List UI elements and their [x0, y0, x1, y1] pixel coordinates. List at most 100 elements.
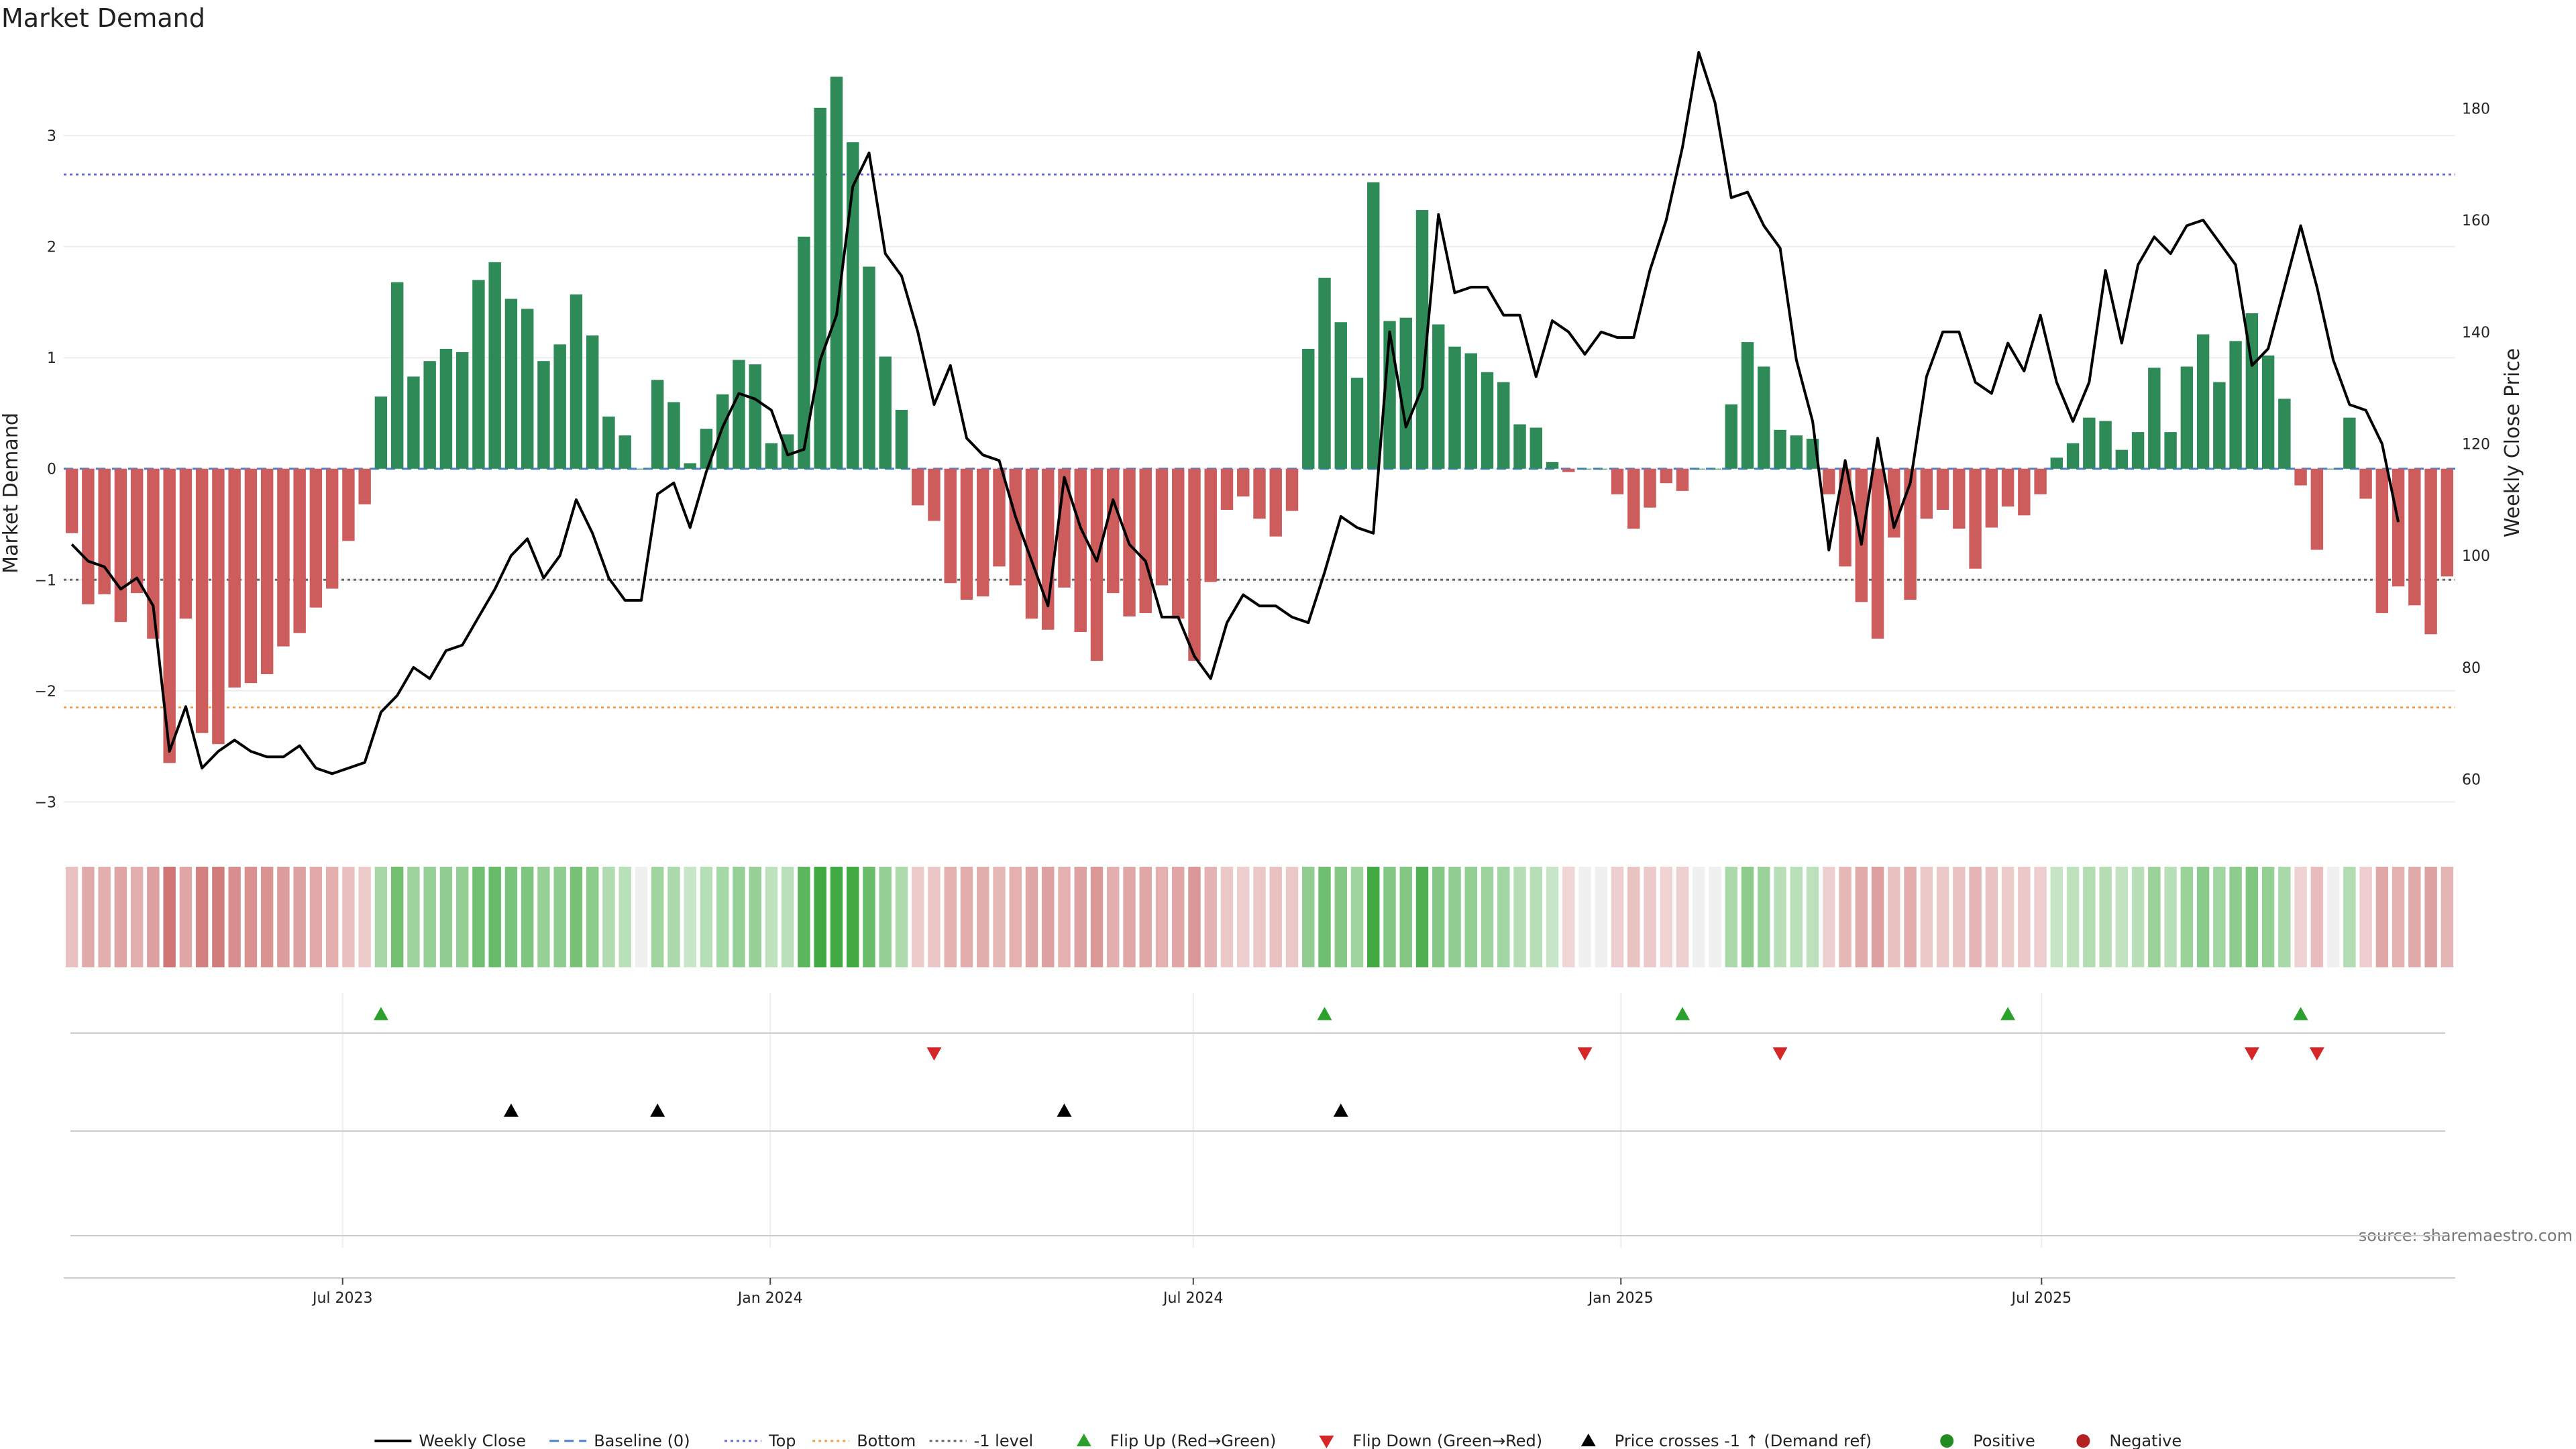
demand-bar	[1009, 468, 1022, 586]
demand-bar	[98, 468, 111, 594]
demand-bar	[374, 396, 388, 469]
demand-bar	[2050, 458, 2063, 469]
legend-swatch	[1580, 1434, 1596, 1446]
heat-cell	[1529, 867, 1542, 967]
heat-cell	[1448, 867, 1461, 967]
demand-bar	[1693, 468, 1705, 470]
heat-cell	[1855, 867, 1868, 967]
heat-cell	[358, 867, 371, 967]
heat-cell	[2066, 867, 2080, 967]
demand-bar	[993, 468, 1006, 567]
heat-cell	[1481, 867, 1494, 967]
legend-label: Positive	[1973, 1432, 2035, 1449]
heat-cell	[147, 867, 160, 967]
demand-bar	[635, 468, 648, 470]
chart-title: Market Demand	[1, 3, 205, 33]
y-right-tick-label: 160	[2462, 213, 2490, 229]
heat-cell	[960, 867, 973, 967]
heat-cell	[1627, 867, 1640, 967]
x-tick-label: Jul 2024	[1162, 1290, 1224, 1307]
flip-down-marker	[2309, 1047, 2324, 1061]
demand-bar	[407, 376, 420, 469]
demand-bar	[390, 282, 404, 469]
y-right-tick-label: 140	[2462, 325, 2490, 341]
demand-bar	[2261, 355, 2275, 469]
demand-bar	[2115, 449, 2129, 469]
demand-bar	[602, 416, 615, 469]
heat-cell	[537, 867, 550, 967]
y-axis-title-left: Market Demand	[0, 413, 23, 574]
heat-cell	[1334, 867, 1347, 967]
demand-bar	[1904, 468, 1917, 600]
heat-cell	[1513, 867, 1526, 967]
heat-cell	[1139, 867, 1152, 967]
heat-cell	[65, 867, 78, 967]
heat-cell	[1204, 867, 1217, 967]
demand-bar	[1936, 468, 1949, 510]
demand-bar	[863, 266, 875, 469]
heat-cell	[2083, 867, 2096, 967]
heat-cell	[1367, 867, 1380, 967]
demand-bar	[553, 344, 566, 469]
demand-bar	[82, 468, 95, 604]
demand-bar	[1660, 468, 1673, 484]
heat-cell	[390, 867, 404, 967]
demand-bar	[619, 435, 631, 469]
heat-cell	[1741, 867, 1754, 967]
demand-bar	[309, 468, 323, 608]
demand-bar	[2294, 468, 2307, 486]
demand-bar	[2180, 366, 2194, 469]
heat-cell	[1790, 867, 1803, 967]
demand-bar	[1595, 468, 1608, 470]
heat-cell	[733, 867, 745, 967]
demand-bar	[342, 468, 355, 541]
legend-swatch	[1940, 1434, 1954, 1448]
demand-bar	[1969, 468, 1982, 569]
heat-cell	[1058, 867, 1071, 967]
price-cross-marker	[1057, 1104, 1072, 1117]
heat-cell	[700, 867, 713, 967]
demand-bar	[2034, 468, 2047, 494]
demand-bar	[2408, 468, 2421, 606]
demand-bar	[684, 463, 696, 469]
heat-cell	[651, 867, 664, 967]
y-tick-label: 2	[47, 239, 56, 256]
demand-bar	[2375, 468, 2389, 613]
heat-cell	[895, 867, 908, 967]
legend-item: Positive	[1940, 1432, 2035, 1449]
heat-cell	[602, 867, 615, 967]
heat-cell	[130, 867, 144, 967]
weekly-close-line	[70, 51, 2400, 775]
heat-cell	[163, 867, 176, 967]
legend-item: Weekly Close	[374, 1432, 526, 1449]
heat-cell	[944, 867, 957, 967]
heat-cell	[2131, 867, 2145, 967]
legend-label: Flip Down (Green→Red)	[1352, 1432, 1542, 1449]
heat-cell	[2343, 867, 2356, 967]
legend-item: Top	[724, 1432, 796, 1449]
heat-cell	[1285, 867, 1299, 967]
heat-cell	[1709, 867, 1721, 967]
heat-cell	[2099, 867, 2112, 967]
demand-bar	[455, 352, 469, 469]
legend-item: Price crosses -1 ↑ (Demand ref)	[1580, 1432, 1872, 1449]
heat-cell	[2440, 867, 2454, 967]
heat-cell	[1253, 867, 1266, 967]
demand-bar	[2196, 334, 2210, 469]
heat-cell	[1774, 867, 1786, 967]
demand-bar	[2131, 432, 2145, 469]
demand-bar	[2424, 468, 2437, 635]
heat-cell	[716, 867, 729, 967]
demand-bar	[1367, 182, 1380, 469]
heat-cell	[2001, 867, 2015, 967]
demand-bar	[1644, 468, 1656, 508]
heat-cell	[749, 867, 761, 967]
legend-swatch	[2076, 1434, 2090, 1448]
demand-bar	[358, 468, 371, 504]
heat-cell	[407, 867, 420, 967]
heat-cell	[293, 867, 306, 967]
demand-bar	[586, 335, 599, 469]
demand-bar	[1578, 468, 1591, 470]
demand-bar	[2392, 468, 2405, 587]
